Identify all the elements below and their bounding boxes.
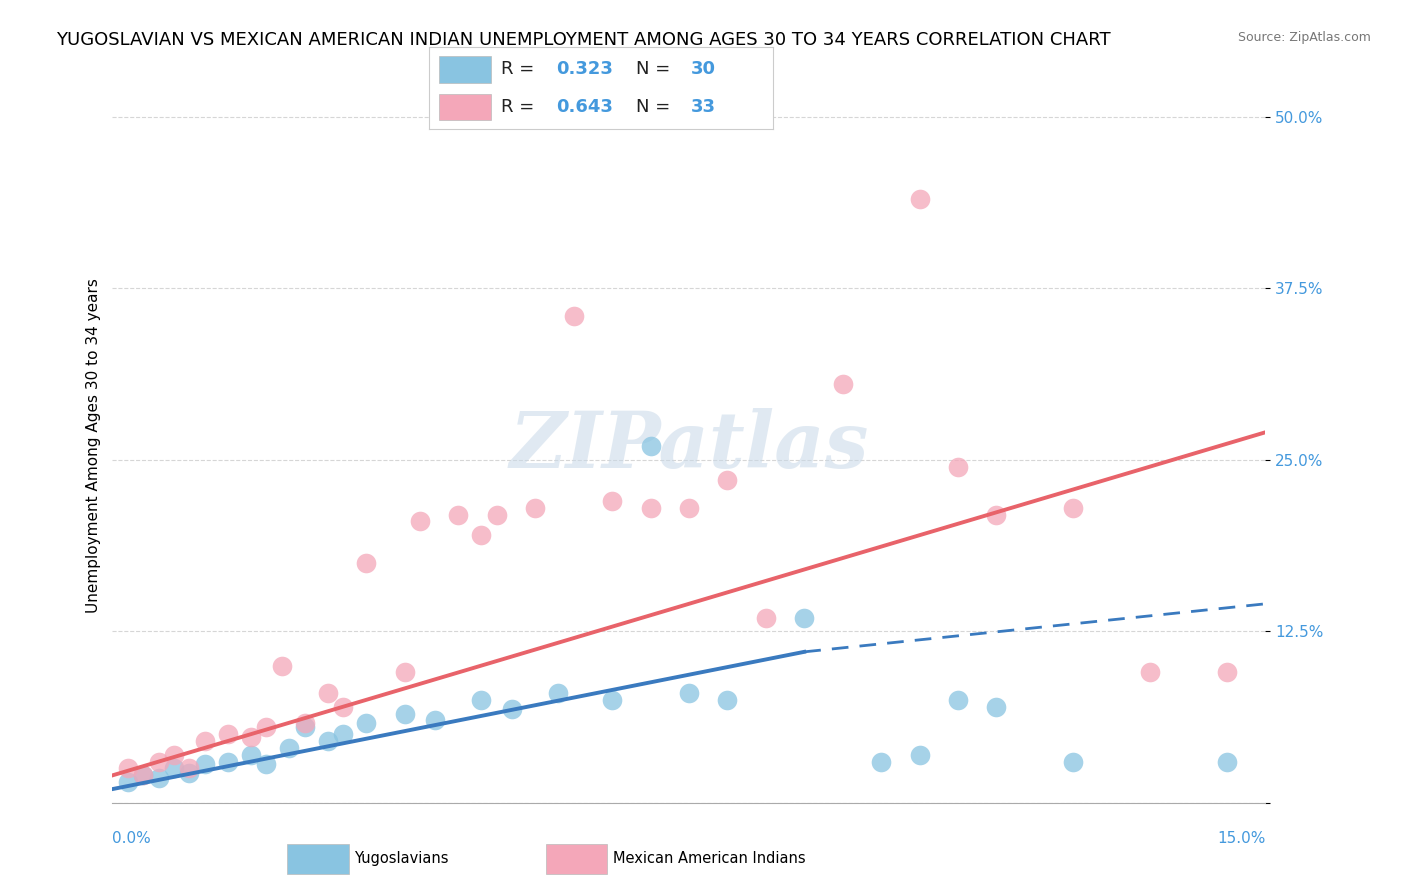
Point — [179, 762, 201, 776]
Point — [831, 377, 853, 392]
Text: R =: R = — [501, 61, 540, 78]
Point — [354, 716, 377, 731]
Point — [640, 439, 662, 453]
Point — [117, 775, 139, 789]
Y-axis label: Unemployment Among Ages 30 to 34 years: Unemployment Among Ages 30 to 34 years — [86, 278, 101, 614]
Point — [908, 747, 931, 762]
Point — [1062, 755, 1084, 769]
Point — [908, 192, 931, 206]
Point — [148, 771, 170, 785]
Point — [678, 686, 700, 700]
Point — [163, 762, 186, 776]
Point — [716, 473, 738, 487]
Point — [547, 686, 569, 700]
Point — [217, 727, 239, 741]
Point — [217, 755, 239, 769]
Point — [270, 658, 292, 673]
Point — [986, 699, 1008, 714]
Point — [117, 762, 139, 776]
Point — [1216, 755, 1239, 769]
Point — [793, 610, 815, 624]
Text: YUGOSLAVIAN VS MEXICAN AMERICAN INDIAN UNEMPLOYMENT AMONG AGES 30 TO 34 YEARS CO: YUGOSLAVIAN VS MEXICAN AMERICAN INDIAN U… — [56, 31, 1111, 49]
Point — [394, 665, 416, 680]
Point — [194, 757, 217, 772]
FancyBboxPatch shape — [287, 845, 349, 874]
Point — [354, 556, 377, 570]
Point — [194, 734, 217, 748]
Text: 0.323: 0.323 — [557, 61, 613, 78]
Point — [278, 740, 301, 755]
Point — [755, 610, 778, 624]
Point — [294, 716, 316, 731]
Point — [332, 699, 354, 714]
Point — [600, 494, 623, 508]
Point — [470, 693, 492, 707]
Point — [148, 755, 170, 769]
Point — [562, 309, 585, 323]
Point — [316, 734, 339, 748]
Text: 30: 30 — [690, 61, 716, 78]
Point — [447, 508, 470, 522]
Point — [1216, 665, 1239, 680]
Point — [946, 459, 969, 474]
Text: Yugoslavians: Yugoslavians — [354, 851, 449, 866]
Point — [239, 747, 262, 762]
Point — [332, 727, 354, 741]
FancyBboxPatch shape — [439, 56, 491, 83]
Text: Mexican American Indians: Mexican American Indians — [613, 851, 806, 866]
Point — [640, 500, 662, 515]
Text: 0.0%: 0.0% — [112, 831, 152, 846]
Point — [870, 755, 893, 769]
Text: R =: R = — [501, 98, 540, 116]
Point — [132, 768, 155, 782]
Point — [524, 500, 547, 515]
Text: N =: N = — [636, 98, 675, 116]
Text: 15.0%: 15.0% — [1218, 831, 1265, 846]
Text: 33: 33 — [690, 98, 716, 116]
Point — [409, 515, 432, 529]
Point — [678, 500, 700, 515]
Point — [986, 508, 1008, 522]
Point — [394, 706, 416, 721]
Point — [294, 720, 316, 734]
Text: ZIPatlas: ZIPatlas — [509, 408, 869, 484]
FancyBboxPatch shape — [439, 94, 491, 120]
Point — [254, 720, 277, 734]
Point — [946, 693, 969, 707]
Point — [254, 757, 277, 772]
Point — [239, 730, 262, 744]
Point — [132, 768, 155, 782]
Point — [425, 714, 447, 728]
FancyBboxPatch shape — [546, 845, 607, 874]
Point — [485, 508, 508, 522]
Point — [501, 702, 523, 716]
Point — [179, 765, 201, 780]
Text: Source: ZipAtlas.com: Source: ZipAtlas.com — [1237, 31, 1371, 45]
Point — [600, 693, 623, 707]
Text: 0.643: 0.643 — [557, 98, 613, 116]
Point — [716, 693, 738, 707]
Text: N =: N = — [636, 61, 675, 78]
Point — [470, 528, 492, 542]
Point — [316, 686, 339, 700]
Point — [1139, 665, 1161, 680]
Point — [1062, 500, 1084, 515]
Point — [163, 747, 186, 762]
